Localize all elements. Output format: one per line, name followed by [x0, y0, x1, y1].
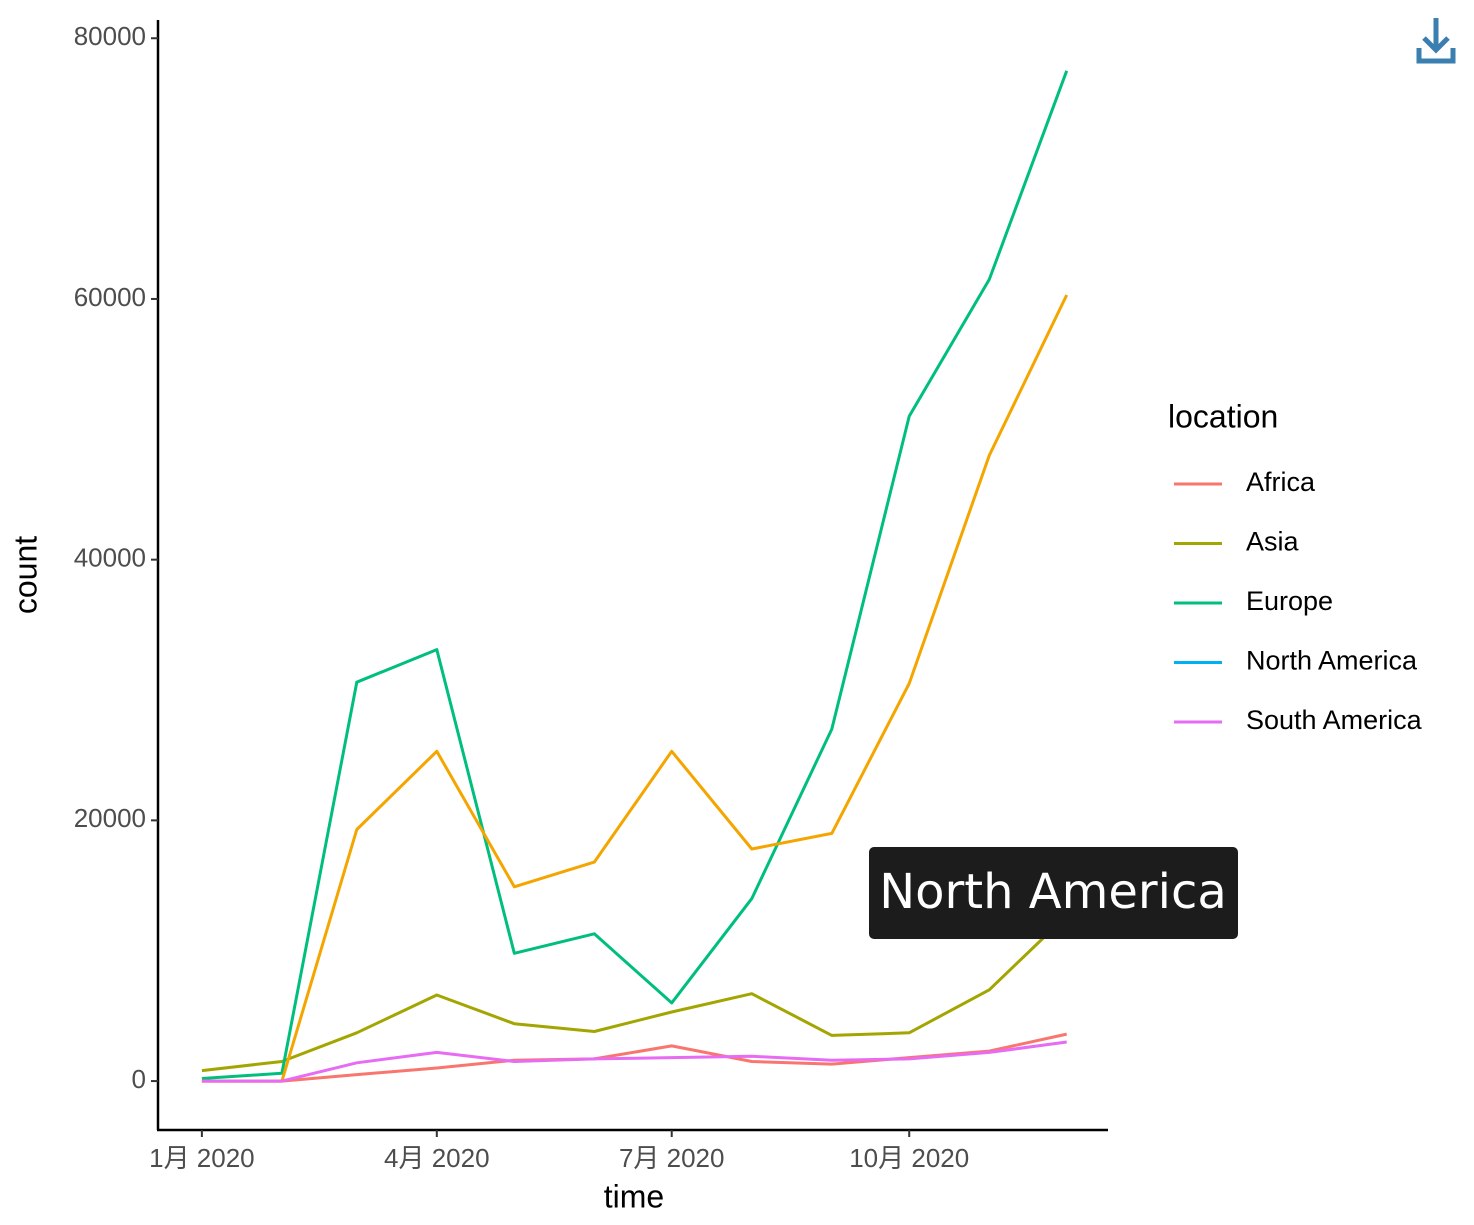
legend-label: North America: [1246, 646, 1418, 676]
tooltip-box: [869, 847, 1238, 939]
x-tick-label: 10月 2020: [849, 1143, 969, 1173]
y-tick-label: 0: [132, 1064, 146, 1094]
series-line: [201, 914, 1068, 1073]
series-line: [201, 294, 1069, 1083]
y-tick-label: 40000: [74, 543, 146, 573]
x-tick-label: 4月 2020: [384, 1143, 490, 1173]
y-tick-label: 60000: [74, 282, 146, 312]
x-tick-label: 7月 2020: [619, 1143, 725, 1173]
y-tick-label: 80000: [74, 21, 146, 51]
x-tick-label: 1月 2020: [149, 1143, 255, 1173]
x-axis-label: time: [604, 1178, 664, 1214]
y-axis-label: count: [7, 536, 43, 614]
download-button[interactable]: [1416, 18, 1456, 64]
legend-label: Asia: [1246, 527, 1300, 557]
legend-label: South America: [1246, 705, 1423, 735]
y-tick-label: 20000: [74, 803, 146, 833]
series-line: [201, 70, 1069, 1080]
legend-label: Europe: [1246, 586, 1333, 616]
legend-title: location: [1168, 398, 1278, 434]
series-line: [201, 1040, 1067, 1083]
legend-label: Africa: [1246, 467, 1316, 497]
tooltip-label: North America: [879, 864, 1227, 920]
